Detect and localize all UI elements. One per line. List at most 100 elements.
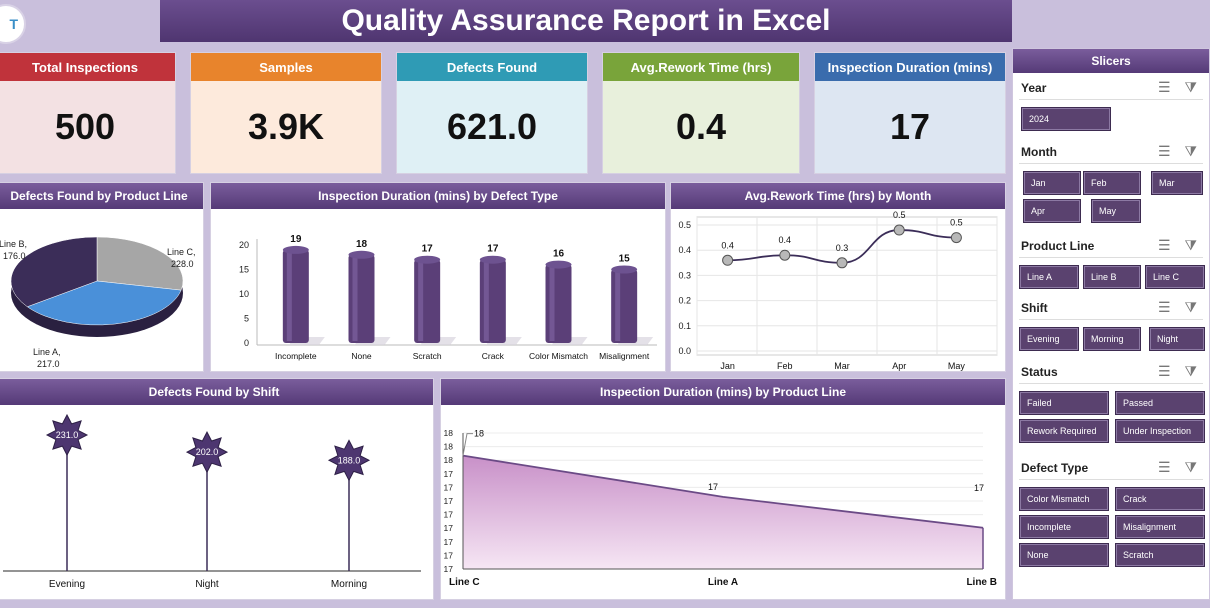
y-tick-label: 0.4 [678,245,691,255]
y-tick-label: 17 [444,537,454,547]
slicer-item-status[interactable]: Passed [1115,391,1205,415]
bar-top [545,260,572,269]
bar-data-label: 16 [553,249,565,260]
x-tick-label: Feb [777,361,793,371]
x-tick-label: Line C [449,577,480,588]
multi-select-icon[interactable]: ☰ [1157,79,1171,95]
slicer-item-month[interactable]: Feb [1083,171,1141,195]
slicer-title-product-line: Product Line [1021,239,1095,253]
panel-title: Inspection Duration (mins) by Defect Typ… [211,183,665,209]
slicer-item-month[interactable]: Mar [1151,171,1203,195]
data-label: 188.0 [338,455,361,465]
slicer-toolbar: ☰ ⧩ [1158,143,1197,160]
slicer-item-defect-type[interactable]: Incomplete [1019,515,1109,539]
slicer-title-month: Month [1021,145,1057,159]
data-point [893,224,905,236]
y-tick-label: 17 [444,482,454,492]
company-logo: T [0,4,26,44]
slicer-divider [1019,163,1203,164]
slicer-item-shift[interactable]: Night [1149,327,1205,351]
kpi-value: 500 [0,81,175,173]
multi-select-icon[interactable]: ☰ [1157,459,1171,475]
slicer-item-product-line[interactable]: Line A [1019,265,1079,289]
bar-highlight [615,271,621,341]
kpi-value: 3.9K [191,81,381,173]
y-tick-label: 17 [444,523,454,533]
bar [545,264,572,343]
multi-select-icon[interactable]: ☰ [1157,143,1171,159]
clear-filter-icon[interactable]: ⧩ [1184,79,1198,95]
slicer-item-defect-type[interactable]: Misalignment [1115,515,1205,539]
line-chart: 0.0 0.1 0.2 0.3 0.4 0.5 0.4 Jan 0.4 Feb 0.3 Mar 0.5 A… [678,210,998,371]
pie-chart: Line B, 176.0 Line C, 228.0 Line A, 217.0 [0,236,196,369]
bar-data-label: 17 [422,244,434,255]
data-label: 17 [974,483,984,493]
star-marker [45,413,89,457]
x-tick-label: Line B [966,577,997,588]
y-tick-label: 0.5 [678,220,691,230]
data-point [836,257,848,269]
slicer-item-defect-type[interactable]: Color Mismatch [1019,487,1109,511]
slicer-item-defect-type[interactable]: Scratch [1115,543,1205,567]
slicer-item-defect-type[interactable]: None [1019,543,1109,567]
kpi-defects-found: Defects Found 621.0 [396,52,588,174]
slicer-item-product-line[interactable]: Line C [1145,265,1205,289]
slicer-item-status[interactable]: Rework Required [1019,419,1109,443]
x-tick-label: Misalignment [599,351,650,361]
y-tick-label: 5 [244,314,249,324]
clear-filter-icon[interactable]: ⧩ [1184,237,1198,253]
multi-select-icon[interactable]: ☰ [1157,363,1171,379]
shift-chart-panel: Defects Found by Shift 231.0 Evening 202.0… [0,378,434,600]
bar-top [348,250,375,259]
clear-filter-icon[interactable]: ⧩ [1184,363,1198,379]
clear-filter-icon[interactable]: ⧩ [1184,459,1198,475]
slicer-title-defect-type: Defect Type [1021,461,1089,475]
bar [348,254,375,343]
panel-title: Defects Found by Shift [0,379,433,405]
bar [414,259,441,343]
slicer-item-defect-type[interactable]: Crack [1115,487,1205,511]
x-tick-label: Mar [834,361,850,371]
pie-label-category: Line B, [0,239,27,249]
bar-data-label: 18 [356,239,368,250]
bar-highlight [483,261,489,341]
bar-highlight [352,256,358,341]
slicer-item-status[interactable]: Failed [1019,391,1109,415]
pie-label-category: Line C, [167,247,196,257]
y-tick-label: 0.2 [678,296,691,306]
slicer-item-month[interactable]: Jan [1023,171,1081,195]
slicer-item-shift[interactable]: Evening [1019,327,1079,351]
x-tick-label: Evening [49,579,85,590]
data-label: 0.3 [836,243,849,253]
slicer-item-product-line[interactable]: Line B [1083,265,1141,289]
slicer-item-shift[interactable]: Morning [1083,327,1141,351]
bar [611,269,638,343]
star-marker [327,439,371,482]
panel-title: Defects Found by Product Line [0,183,203,209]
bar-top [479,255,506,264]
bar-top [611,265,638,274]
area-line [462,454,984,529]
bar-highlight [418,261,424,341]
x-tick-label: Color Mismatch [529,351,588,361]
data-label: 202.0 [196,447,219,457]
multi-select-icon[interactable]: ☰ [1157,299,1171,315]
clear-filter-icon[interactable]: ⧩ [1184,143,1198,159]
kpi-value: 621.0 [397,81,587,173]
data-point [779,249,791,261]
multi-select-icon[interactable]: ☰ [1157,237,1171,253]
pie-chart-panel: Defects Found by Product Line Line B, 176… [0,182,204,372]
slicer-item-status[interactable]: Under Inspection [1115,419,1205,443]
pie-slice-line-a [10,236,98,308]
slicer-divider [1019,257,1203,258]
slicer-item-year[interactable]: 2024 [1021,107,1111,131]
x-tick-label: Night [195,579,219,590]
clear-filter-icon[interactable]: ⧩ [1184,299,1198,315]
slicer-item-month[interactable]: Apr [1023,199,1081,223]
slicer-divider [1019,383,1203,384]
y-tick-label: 17 [444,564,454,574]
bar [282,249,309,343]
slicers-panel: Slicers Year ☰ ⧩ 2024 Month ☰ ⧩ Jan Feb Mar Apr May… [1012,48,1210,600]
leader-line [462,433,473,456]
slicer-item-month[interactable]: May [1091,199,1141,223]
